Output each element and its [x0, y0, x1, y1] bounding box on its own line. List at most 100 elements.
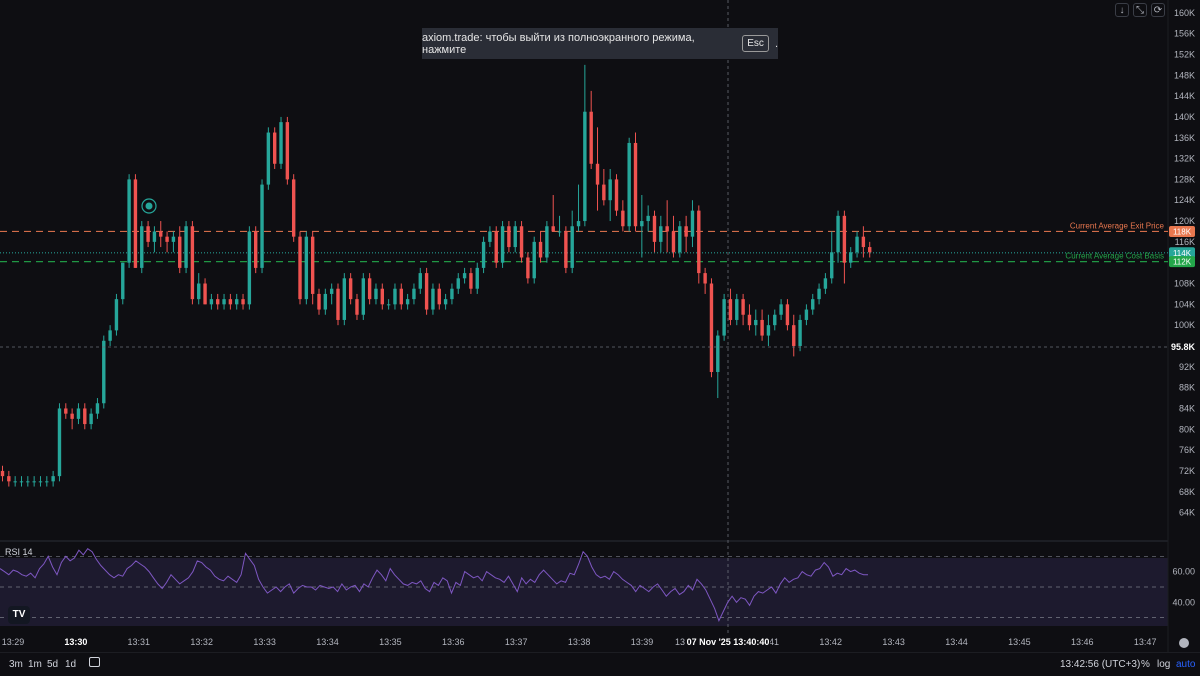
candle-body: [570, 226, 574, 268]
candle-body: [399, 288, 403, 305]
candle-body: [279, 122, 283, 164]
auto-toggle[interactable]: auto: [1176, 659, 1196, 670]
candle-body: [728, 299, 733, 320]
gear-icon[interactable]: [1179, 638, 1189, 648]
candle-body: [83, 408, 87, 425]
price-tick-label: 160K: [1174, 8, 1195, 18]
price-tick-label: 120K: [1174, 216, 1195, 226]
candle-body: [513, 226, 517, 248]
candle-body: [228, 299, 233, 305]
candle-body: [488, 231, 492, 242]
esc-key: Esc: [742, 35, 769, 52]
candle-body: [868, 247, 872, 253]
timeframe-3m[interactable]: 3m: [9, 659, 23, 670]
candle-body: [121, 262, 125, 300]
candle-body: [690, 210, 695, 237]
candle-body: [545, 226, 549, 258]
log-toggle[interactable]: log: [1157, 659, 1171, 670]
crosshair-price-badge: [1169, 341, 1197, 354]
price-tick-label: 100K: [1174, 320, 1195, 330]
timeframe-1d[interactable]: 1d: [65, 659, 77, 670]
price-line-badge-label: 112K: [1173, 258, 1192, 267]
price-line-badge: [1169, 225, 1195, 237]
price-chart[interactable]: Current Average Exit Price 118K 114K Curren…: [0, 0, 1200, 652]
time-tick-label: 13:46: [1071, 637, 1094, 647]
time-tick-label: 13:32: [190, 637, 213, 647]
candle-body: [456, 278, 460, 289]
candle-body: [785, 304, 790, 326]
candle-body: [291, 179, 296, 237]
candle-body: [222, 299, 226, 305]
time-tick-label: 13:29: [2, 637, 25, 647]
candle-body: [108, 330, 112, 341]
price-tick-label: 84K: [1179, 403, 1195, 413]
candle-body: [665, 226, 669, 232]
arrow-down-icon[interactable]: ↓: [1115, 3, 1129, 17]
candle-body: [317, 293, 321, 310]
tradingview-logo[interactable]: TV: [8, 606, 30, 624]
candle-body: [532, 241, 536, 279]
candle-body: [393, 288, 397, 305]
rsi-pane: RSI 14 60.00 40.00: [0, 547, 1195, 623]
candle-body: [171, 236, 176, 242]
time-tick-label: 13:35: [379, 637, 402, 647]
toast-suffix: .: [774, 37, 778, 50]
candle-body: [184, 226, 188, 268]
candle-body: [608, 179, 612, 201]
compress-icon[interactable]: ⤡: [1133, 3, 1147, 17]
price-tick-label: 132K: [1174, 154, 1195, 164]
time-tick-label: 13:39: [631, 637, 654, 647]
calendar-icon[interactable]: [89, 657, 100, 667]
rsi-tick-label: 40.00: [1172, 597, 1195, 607]
rsi-band: [0, 558, 1168, 626]
time-tick-label: 13: [675, 637, 685, 647]
price-axis[interactable]: 160K 156K 152K 148K 144K 140K 136K 132K 128K 124K…: [1174, 8, 1195, 518]
candle-body: [526, 257, 530, 279]
timeframe-1m[interactable]: 1m: [28, 659, 42, 670]
fullscreen-toast: axiom.trade: чтобы выйти из полноэкранно…: [422, 28, 778, 59]
time-tick-label: 13:31: [128, 637, 151, 647]
candle-body: [178, 236, 182, 268]
candle-body: [216, 299, 220, 305]
candle-body: [437, 288, 441, 305]
price-tick-label: 140K: [1174, 112, 1195, 122]
price-tick-label: 64K: [1179, 508, 1195, 518]
candle-body: [367, 278, 372, 300]
candle-body: [342, 278, 347, 320]
candle-body: [633, 142, 638, 227]
price-tick-label: 72K: [1179, 466, 1195, 476]
time-tick-label: 13:42: [819, 637, 842, 647]
price-line-title: Current Average Exit Price: [1070, 221, 1165, 230]
candle-body: [564, 231, 568, 268]
percent-toggle[interactable]: %: [1141, 659, 1150, 670]
candle-body: [817, 288, 821, 300]
candle-body: [481, 241, 486, 268]
candle-body: [431, 288, 435, 310]
candle-body: [386, 304, 391, 306]
price-tick-label: 80K: [1179, 424, 1195, 434]
candle-body: [804, 309, 809, 320]
candle-body: [133, 179, 138, 268]
rsi-line: [0, 548, 868, 623]
candle-body: [798, 319, 802, 346]
time-axis[interactable]: 13:29 13:30 13:31 13:32 13:33 13:34 13:35 13:36…: [2, 636, 1157, 649]
price-lines: Current Average Exit Price 118K 114K Curren…: [0, 221, 1195, 268]
candle-body: [652, 215, 657, 242]
candle-body: [583, 111, 587, 222]
candle-body: [576, 221, 581, 227]
candle-body: [678, 226, 682, 253]
timeframe-5d[interactable]: 5d: [47, 659, 59, 670]
price-tick-label: 68K: [1179, 487, 1195, 497]
candle-body: [114, 299, 119, 331]
refresh-icon[interactable]: ⟳: [1151, 3, 1165, 17]
candle-body: [380, 288, 384, 305]
time-tick-label: 13:44: [945, 637, 968, 647]
candle-body: [462, 273, 467, 279]
price-tick-label: 88K: [1179, 383, 1195, 393]
candle-body: [159, 231, 163, 237]
whale-icon[interactable]: [141, 198, 157, 214]
time-tick-label: 13:43: [882, 637, 905, 647]
candle-body: [671, 231, 676, 253]
price-line-badge-label: 114K: [1173, 249, 1192, 258]
candle-body: [348, 278, 353, 300]
